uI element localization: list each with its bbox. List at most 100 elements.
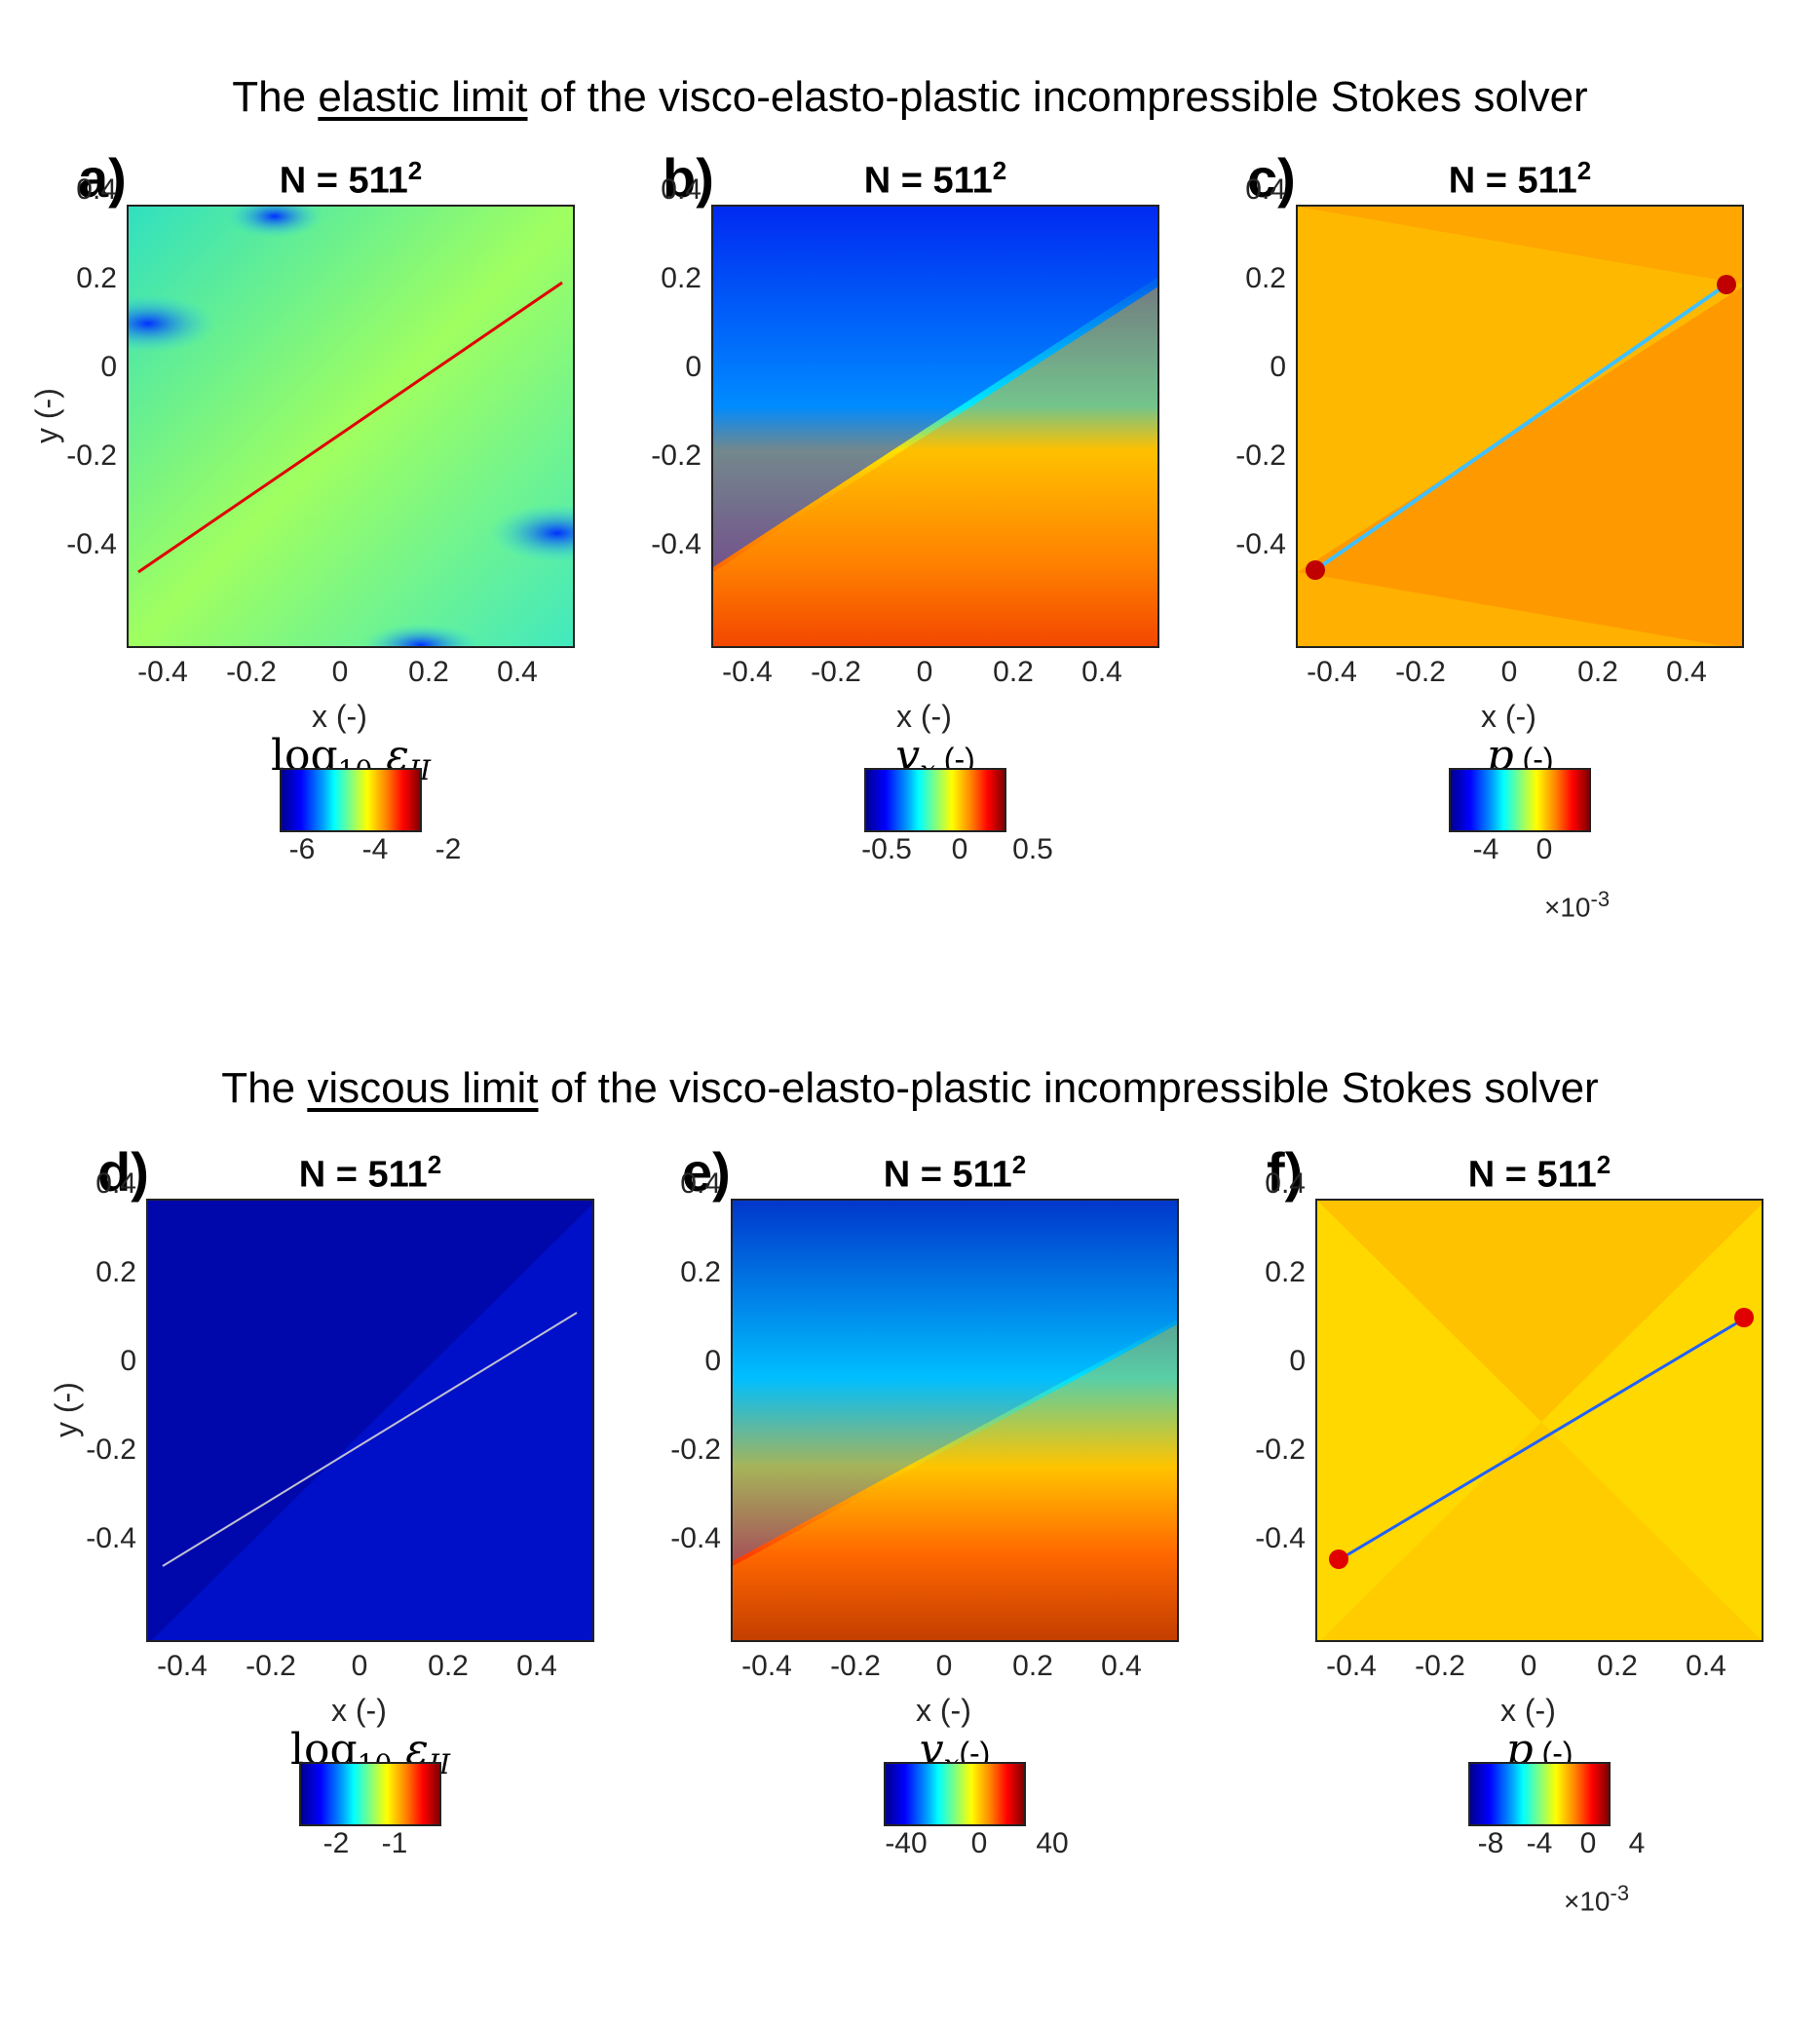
x-tick-label: 0 [935,1650,953,1682]
x-tick-label: 0 [1500,656,1518,688]
x-tick-label: 0.4 [1101,1650,1142,1682]
y-tick-label: 0.4 [661,173,701,206]
heatmap-image [713,207,1157,646]
x-tick-label: 0.2 [1012,1650,1053,1682]
colorbar-tick-label: -40 [885,1827,928,1859]
y-tick-label: 0.4 [1245,173,1286,206]
colorbar-tick-label: 0 [1579,1827,1597,1859]
x-axis-label: x (-) [916,1693,971,1728]
y-tick-label: 0.4 [680,1167,721,1200]
colorbar [884,1762,1026,1826]
panel-title: N = 5112 [1448,156,1592,202]
colorbar-tick-label: 0 [951,833,968,865]
colorbar-tick-label: -4 [1526,1827,1553,1859]
colorbar-exponent: ×10-3 [1564,1881,1630,1917]
x-tick-label: -0.2 [1415,1650,1465,1682]
heatmap-plot [127,205,575,648]
y-tick-label: -0.4 [1235,528,1286,560]
y-tick-label: 0.2 [95,1256,136,1288]
panel-c: c) N = 5112 0.4 0.2 0 -0.2 -0.4 -0.4 -0.2 0 0.2 0… [1235,146,1820,1023]
colorbar-tick-label: 0.5 [1012,833,1053,865]
x-tick-label: -0.4 [1307,656,1357,688]
x-tick-label: 0.2 [1597,1650,1638,1682]
y-tick-label: 0 [120,1345,136,1377]
x-tick-label: 0.2 [1577,656,1618,688]
y-tick-label: -0.2 [651,440,701,472]
heatmap-plot [1296,205,1744,648]
colorbar-tick-label: -6 [288,833,316,865]
y-axis-label: y (-) [49,1382,84,1437]
colorbar-tick-label: -4 [1472,833,1499,865]
y-tick-label: 0.2 [1245,262,1286,294]
heatmap-plot [711,205,1159,648]
panel-title: N = 5112 [279,156,423,202]
heatmap-plot [1315,1199,1763,1642]
y-tick-label: 0 [704,1345,721,1377]
colorbar [1468,1762,1611,1826]
colorbar-tick-label: -4 [361,833,389,865]
colorbar-tick-label: 0 [970,1827,988,1859]
colorbar-exponent: ×10-3 [1544,887,1611,923]
title-pre: The [221,1064,308,1112]
x-tick-label: 0 [1520,1650,1537,1682]
x-tick-label: -0.2 [1395,656,1446,688]
heatmap-image [1298,207,1742,646]
x-axis-label: x (-) [331,1693,387,1728]
panel-title: N = 5112 [883,1150,1027,1196]
colorbar [280,768,422,832]
y-tick-label: -0.2 [1255,1434,1306,1466]
x-axis-label: x (-) [1500,1693,1556,1728]
panel-letter: d) [97,1141,149,1203]
x-tick-label: 0.4 [1666,656,1707,688]
x-tick-label: 0 [916,656,933,688]
x-tick-label: -0.2 [226,656,277,688]
y-tick-label: 0 [1270,351,1286,383]
y-tick-label: -0.2 [670,1434,721,1466]
x-tick-label: 0.4 [1686,1650,1726,1682]
x-axis-label: x (-) [1481,699,1536,734]
x-tick-label: 0 [331,656,349,688]
y-axis-label: y (-) [29,388,64,443]
x-tick-label: -0.2 [811,656,861,688]
colorbar [864,768,1006,832]
panel-e: e) N = 5112 0.4 0.2 0 -0.2 -0.4 -0.4 -0.2 0 0.2 0… [670,1140,1315,2017]
y-tick-label: 0.2 [661,262,701,294]
y-tick-label: 0 [100,351,117,383]
x-tick-label: 0.2 [993,656,1034,688]
heatmap-plot [146,1199,594,1642]
heatmap-image [129,207,573,646]
panel-title: N = 5112 [298,1150,442,1196]
title-post: of the visco-elasto-plastic incompressib… [538,1064,1599,1112]
title-pre: The [232,73,319,121]
y-tick-label: 0 [685,351,701,383]
y-tick-label: -0.2 [86,1434,136,1466]
heatmap-image [148,1201,592,1640]
colorbar-tick-label: 0 [1536,833,1553,865]
colorbar-tick-label: 4 [1628,1827,1646,1859]
x-tick-label: -0.4 [722,656,773,688]
panel-letter: b) [663,147,714,209]
title-underlined: elastic limit [318,73,528,121]
y-tick-label: -0.4 [86,1522,136,1554]
colorbar-tick-label: -1 [381,1827,408,1859]
heatmap-image [733,1201,1177,1640]
panel-b: b) N = 5112 0.4 0.2 0 -0.2 -0.4 -0.4 -0.2 0 0.2 0… [651,146,1296,1023]
colorbar [1449,768,1591,832]
y-tick-label: 0 [1289,1345,1306,1377]
x-axis-label: x (-) [896,699,952,734]
panel-title: N = 5112 [1467,1150,1611,1196]
y-tick-label: 0.4 [1265,1167,1306,1200]
x-tick-label: -0.4 [137,656,188,688]
panel-letter: a) [78,147,127,209]
x-tick-label: -0.4 [741,1650,792,1682]
heatmap-image [1317,1201,1762,1640]
colorbar-tick-label: -0.5 [861,833,912,865]
y-tick-label: 0.2 [76,262,117,294]
x-tick-label: -0.4 [1326,1650,1377,1682]
y-tick-label: 0.4 [76,173,117,206]
x-tick-label: 0 [351,1650,368,1682]
panel-d: d) N = 5112 0.4 0.2 0 -0.2 -0.4 -0.4 -0.2 0 0.2 0… [49,1140,731,2017]
y-tick-label: 0.2 [1265,1256,1306,1288]
x-tick-label: 0.4 [497,656,538,688]
x-tick-label: -0.4 [157,1650,208,1682]
